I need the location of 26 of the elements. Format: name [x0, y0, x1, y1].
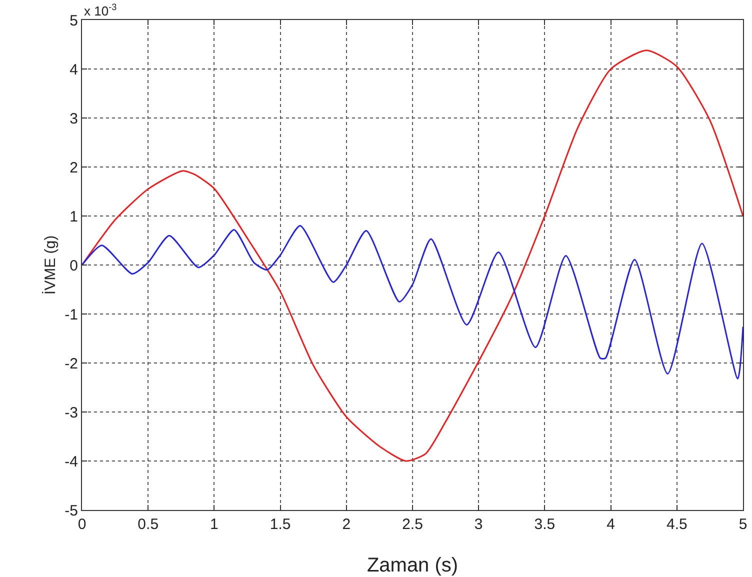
y-tick-label: -4 [64, 453, 78, 470]
y-tick-label: 2 [70, 159, 78, 176]
y-tick-label: 0 [70, 257, 78, 274]
x-tick-label: 4 [606, 516, 615, 533]
y-tick-label: 3 [70, 110, 78, 128]
x-tick-label: 2.5 [402, 516, 423, 533]
text: x 10$^{-3}$ [84, 2, 117, 18]
y-tick-label: 1 [70, 208, 78, 226]
y-axis-title: İVME (g) [40, 235, 59, 295]
y-tick-label: -3 [64, 404, 78, 422]
x-tick-label: 3.5 [534, 516, 556, 533]
line-series [82, 50, 743, 462]
y-tick-label: -2 [64, 355, 78, 372]
x-tick-label: 3 [474, 516, 483, 533]
x-axis-title: Zaman (s) [366, 554, 458, 576]
y-tick-label: 4 [70, 61, 78, 78]
x-tick-label: 1.5 [270, 516, 291, 533]
y-tick-label: -1 [64, 306, 78, 324]
x-tick-label: 4.5 [666, 516, 688, 533]
line-series [82, 225, 743, 380]
y-tick-label: 5 [70, 12, 78, 30]
x-tick-label: 5 [738, 516, 748, 533]
x-tick-label: 1 [210, 516, 218, 533]
x-tick-label: 0.5 [138, 516, 159, 533]
x-tick-label: 2 [342, 516, 351, 533]
y-tick-label: -5 [64, 502, 78, 520]
